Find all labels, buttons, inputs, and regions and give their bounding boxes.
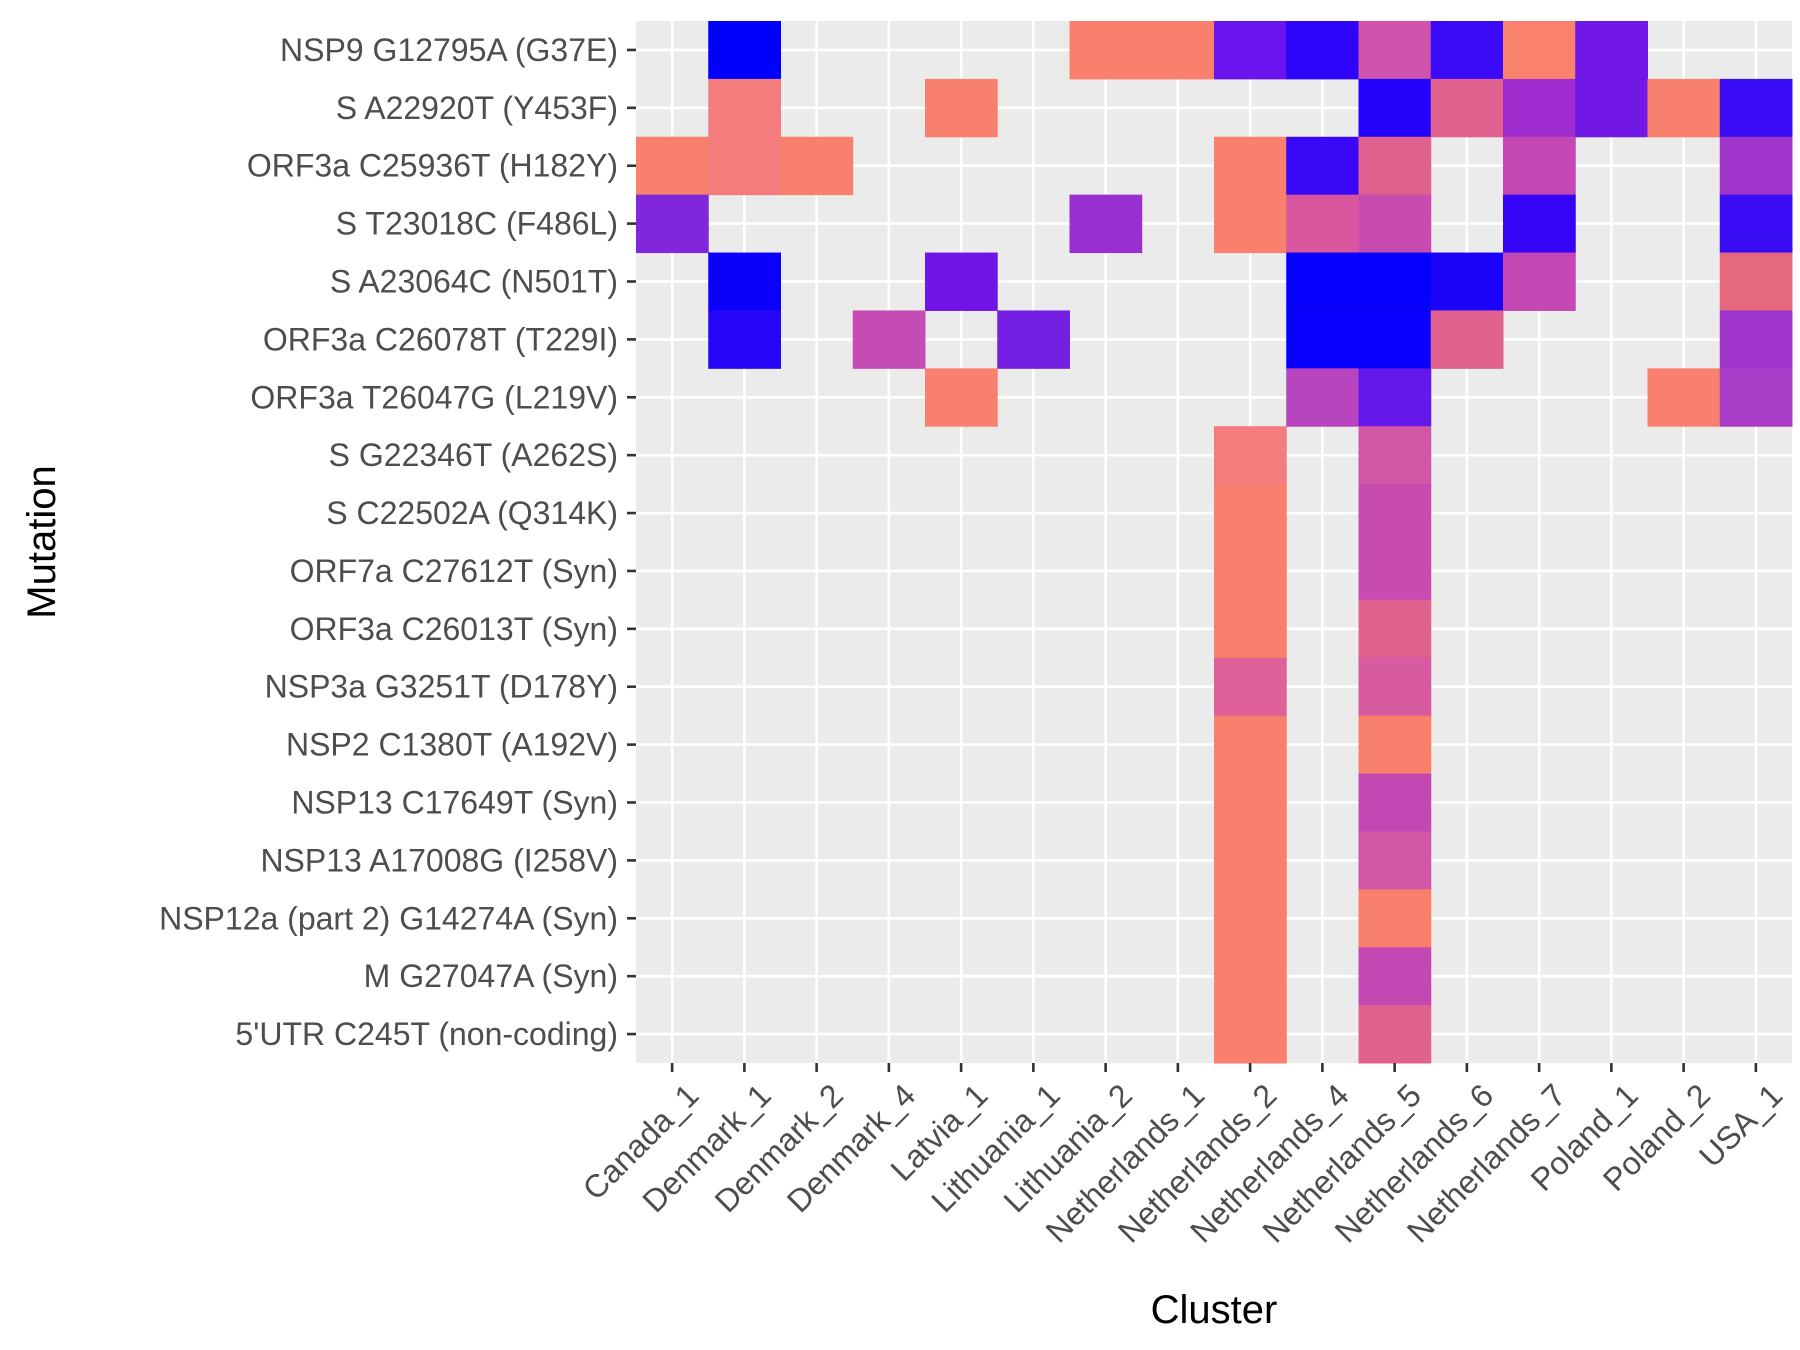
heatmap-cell <box>1430 78 1504 138</box>
heatmap-cell <box>1358 599 1432 659</box>
heatmap-cell <box>1430 252 1504 311</box>
heatmap-cell <box>1214 426 1287 485</box>
heatmap-cell <box>1286 310 1359 369</box>
heatmap-cell <box>1358 252 1432 311</box>
heatmap-cell <box>1719 252 1793 311</box>
heatmap-cell <box>780 136 854 196</box>
x-axis-ticks: Canada_1Denmark_1Denmark_2Denmark_4Latvi… <box>576 1063 1789 1250</box>
heatmap-cell <box>1719 136 1793 196</box>
heatmap-cell <box>636 136 709 196</box>
heatmap-cell <box>1286 194 1359 254</box>
heatmap-cell <box>1214 947 1287 1006</box>
heatmap-cell <box>1647 368 1721 427</box>
heatmap-cell <box>1358 773 1432 832</box>
y-tick-label: ORF7a C27612T (Syn) <box>290 553 618 589</box>
heatmap-cell <box>1575 21 1648 80</box>
heatmap-cell <box>1214 657 1287 717</box>
y-tick-label: S G22346T (A262S) <box>329 437 618 473</box>
y-tick-label: S C22502A (Q314K) <box>326 495 618 531</box>
heatmap-cell <box>1358 78 1432 138</box>
heatmap-cell <box>925 78 998 138</box>
y-tick-label: ORF3a T26047G (L219V) <box>250 379 618 415</box>
heatmap-cell <box>1647 78 1721 138</box>
heatmap-cell <box>1358 1005 1432 1064</box>
heatmap-cell <box>1286 368 1359 427</box>
heatmap-cell <box>1719 310 1793 369</box>
y-tick-label: NSP9 G12795A (G37E) <box>280 32 618 68</box>
heatmap-cell <box>1358 889 1432 948</box>
heatmap-cell <box>708 21 781 80</box>
heatmap-cell <box>1503 21 1576 80</box>
heatmap-cell <box>1575 78 1648 138</box>
heatmap-cell <box>1286 21 1359 80</box>
heatmap-cell <box>1358 657 1432 717</box>
y-tick-label: ORF3a C26013T (Syn) <box>290 611 618 647</box>
heatmap-cell <box>1358 136 1432 196</box>
heatmap-cell <box>1214 1005 1287 1064</box>
heatmap-cell <box>1358 484 1432 543</box>
heatmap-cell <box>708 310 781 369</box>
y-axis-title: Mutation <box>20 465 64 618</box>
heatmap-cell <box>1719 194 1793 254</box>
heatmap-cell <box>1286 136 1359 196</box>
heatmap-cell <box>1286 252 1359 311</box>
heatmap-cell <box>852 310 926 369</box>
heatmap-cell <box>925 368 998 427</box>
heatmap-cell <box>1719 368 1793 427</box>
heatmap-cell <box>1214 542 1287 601</box>
heatmap-cell <box>997 310 1070 369</box>
y-tick-label: S A23064C (N501T) <box>330 264 618 300</box>
heatmap-cell <box>1358 542 1432 601</box>
y-tick-label: ORF3a C26078T (T229I) <box>263 321 618 357</box>
heatmap-cell <box>1503 136 1576 196</box>
y-tick-label: S T23018C (F486L) <box>336 206 618 242</box>
heatmap-cell <box>1358 194 1432 254</box>
heatmap-cell <box>1358 426 1432 485</box>
y-tick-label: 5'UTR C245T (non-coding) <box>235 1016 618 1052</box>
x-axis-title: Cluster <box>1151 1288 1278 1332</box>
y-tick-label: NSP3a G3251T (D178Y) <box>265 669 618 705</box>
heatmap-cell <box>1358 715 1432 775</box>
heatmap-cell <box>636 194 709 254</box>
heatmap-cell <box>1358 310 1432 369</box>
y-axis-ticks: NSP9 G12795A (G37E) S A22920T (Y453F) ORF3… <box>159 32 636 1052</box>
heatmap-cell <box>1214 889 1287 948</box>
heatmap-cell <box>925 252 998 311</box>
heatmap-cells <box>636 21 1793 1064</box>
heatmap-cell <box>1358 21 1432 80</box>
heatmap-cell <box>708 252 781 311</box>
heatmap-cell <box>1430 310 1504 369</box>
heatmap-cell <box>1069 21 1143 80</box>
heatmap-cell <box>1214 194 1287 254</box>
heatmap-cell <box>1214 715 1287 775</box>
x-tick-label: USA_1 <box>1692 1077 1789 1174</box>
heatmap-cell <box>1503 194 1576 254</box>
heatmap-cell <box>708 78 781 138</box>
heatmap-cell <box>1214 136 1287 196</box>
heatmap-cell <box>708 136 781 196</box>
y-tick-label: NSP13 A17008G (I258V) <box>260 842 618 878</box>
y-tick-label: NSP12a (part 2) G14274A (Syn) <box>159 900 618 936</box>
heatmap-cell <box>1358 831 1432 890</box>
y-tick-label: S A22920T (Y453F) <box>336 90 618 126</box>
heatmap-cell <box>1214 599 1287 659</box>
heatmap-cell <box>1719 78 1793 138</box>
heatmap-cell <box>1069 194 1143 254</box>
y-tick-label: NSP13 C17649T (Syn) <box>291 785 618 821</box>
heatmap-cell <box>1214 831 1287 890</box>
y-tick-label: ORF3a C25936T (H182Y) <box>247 148 618 184</box>
heatmap-cell <box>1358 368 1432 427</box>
heatmap-cell <box>1141 21 1215 80</box>
heatmap-cell <box>1214 21 1287 80</box>
heatmap-cell <box>1214 484 1287 543</box>
heatmap-cell <box>1358 947 1432 1006</box>
heatmap-cell <box>1214 773 1287 832</box>
heatmap-cell <box>1503 78 1576 138</box>
y-tick-label: NSP2 C1380T (A192V) <box>286 727 618 763</box>
heatmap-cell <box>1503 252 1576 311</box>
heatmap-cell <box>1430 21 1504 80</box>
y-tick-label: M G27047A (Syn) <box>364 958 618 994</box>
